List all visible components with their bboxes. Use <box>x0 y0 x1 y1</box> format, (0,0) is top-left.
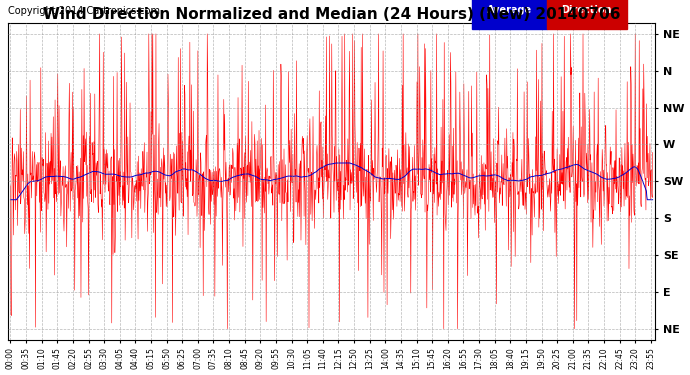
Text: Copyright 2014 Cartronics.com: Copyright 2014 Cartronics.com <box>8 6 160 16</box>
Text: Average: Average <box>487 5 532 15</box>
Text: Direction: Direction <box>562 5 612 15</box>
Title: Wind Direction Normalized and Median (24 Hours) (New) 20140706: Wind Direction Normalized and Median (24… <box>43 7 620 22</box>
